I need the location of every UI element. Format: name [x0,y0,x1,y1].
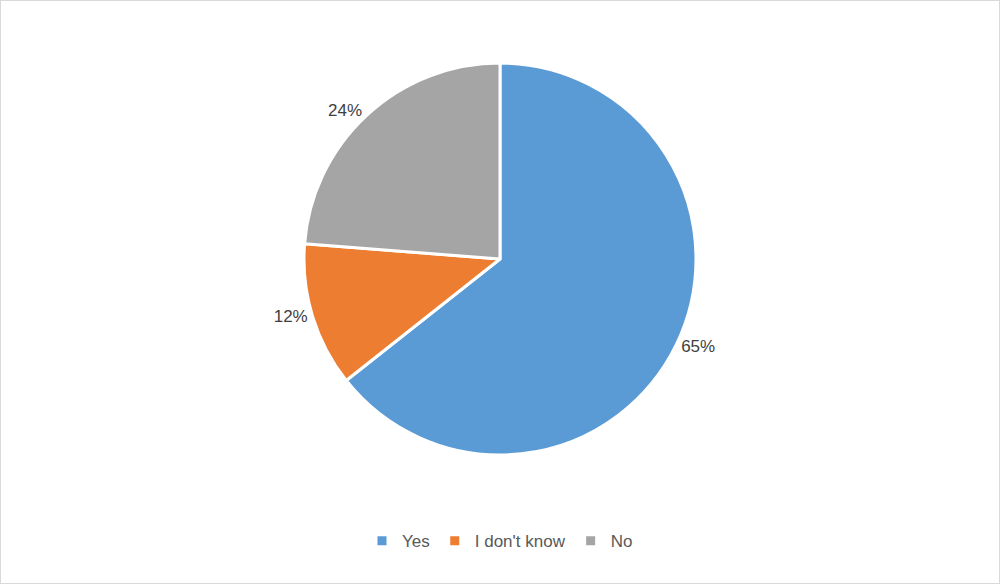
svg-text:24%: 24% [328,101,362,120]
svg-text:12%: 12% [274,307,308,326]
svg-text:No: No [611,532,633,551]
svg-text:65%: 65% [681,337,715,356]
svg-text:I don't know: I don't know [475,532,566,551]
svg-text:Yes: Yes [402,532,430,551]
